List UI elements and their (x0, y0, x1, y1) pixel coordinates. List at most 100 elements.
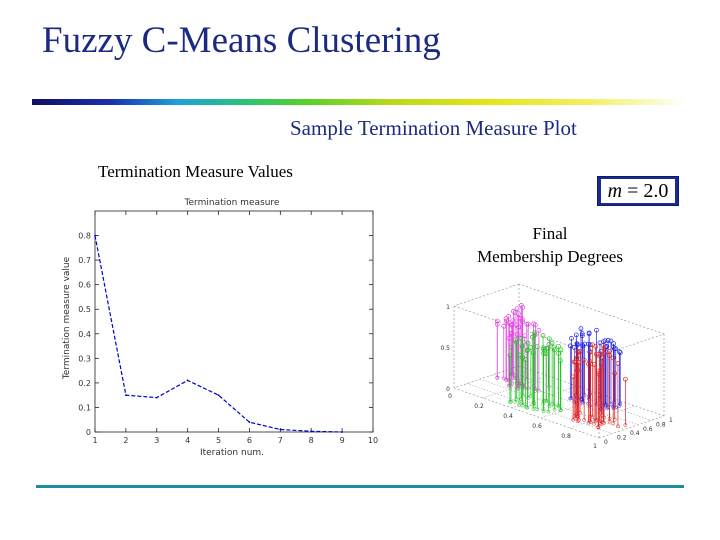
membership-point (544, 346, 549, 351)
data-point (248, 421, 251, 424)
membership-point (532, 330, 537, 336)
membership-point (532, 332, 538, 338)
membership-point (514, 339, 519, 345)
z-tick-label: 0 (446, 386, 450, 393)
membership-point (524, 348, 530, 354)
data-point (341, 431, 344, 433)
floor-grid (511, 385, 578, 409)
membership-point (508, 331, 514, 336)
membership-point (613, 346, 619, 351)
plot3d-stems (494, 303, 628, 430)
membership-point (605, 338, 611, 343)
chart-title: Termination measure (184, 198, 280, 208)
floor-edge (453, 365, 520, 389)
membership-point (608, 338, 614, 344)
x-tick-label: 5 (216, 436, 221, 445)
membership-point (514, 322, 520, 328)
membership-base (559, 408, 563, 412)
membership-point (556, 343, 561, 349)
membership-point (503, 316, 509, 321)
membership-base (596, 424, 600, 429)
membership-point (599, 360, 604, 366)
x-tick-label: 2 (123, 436, 128, 445)
membership-point (571, 345, 577, 350)
y-tick-label: 0.8 (656, 421, 666, 428)
termination-line-chart: 1 2 3 4 5 6 7 8 9 10 0 0.1 0.2 0.3 0.4 0.5 0.6 0.7 0.8 Ter… (46, 190, 411, 458)
bottom-rule (36, 485, 684, 488)
x-tick-label: 0.8 (561, 433, 571, 440)
y-tick-label: 1 (669, 417, 673, 424)
membership-point (573, 332, 579, 338)
membership-point (575, 349, 581, 355)
membership-point (524, 321, 530, 327)
membership-point (579, 331, 585, 336)
membership-base (546, 409, 551, 414)
membership-point (540, 333, 546, 338)
x-tick-label: 0 (448, 393, 452, 400)
membership-point (567, 343, 573, 349)
membership-point (610, 355, 616, 361)
plot3d-background (426, 278, 676, 460)
membership-point (581, 357, 587, 363)
membership-base (509, 371, 514, 376)
top-edge (453, 283, 520, 307)
membership-base (611, 421, 616, 425)
membership-base (544, 398, 548, 403)
membership-base (495, 375, 500, 380)
membership-point (588, 361, 594, 367)
floor-grid (540, 395, 607, 419)
membership-base (541, 407, 546, 411)
z-tick-label: 1 (446, 304, 450, 311)
termination-series-line (94, 235, 343, 433)
membership-base (572, 414, 577, 419)
membership-point (530, 350, 536, 356)
slide-subtitle: Sample Termination Measure Plot (290, 116, 577, 140)
membership-point (623, 376, 628, 382)
membership-base (501, 376, 506, 381)
membership-base (525, 405, 530, 410)
membership-base (616, 424, 620, 429)
membership-point (512, 310, 518, 315)
membership-point (514, 306, 520, 312)
x-tick-label: 6 (247, 436, 252, 445)
membership-point (601, 351, 607, 356)
membership-base (509, 399, 513, 404)
membership-point (601, 346, 607, 351)
membership-point (611, 346, 617, 352)
y-tick-label: 0.4 (630, 430, 640, 437)
membership-base (573, 416, 578, 421)
membership-base (593, 419, 598, 424)
y-tick-label: 0.2 (617, 435, 627, 442)
membership-base (582, 418, 587, 422)
membership-base (516, 386, 521, 391)
membership-point (612, 371, 618, 376)
membership-base (531, 407, 536, 412)
termination-series-points (94, 234, 344, 433)
membership-base (602, 415, 606, 420)
membership-base (556, 403, 561, 408)
x-tick-label: 4 (185, 436, 190, 445)
membership-base (552, 403, 556, 408)
x-tick-label: 1 (593, 443, 597, 450)
membership-point (551, 345, 557, 350)
membership-base (510, 381, 514, 386)
membership-base (552, 407, 557, 412)
y-tick-label: 0.2 (78, 379, 91, 388)
m-parameter-box: m = 2.0 (597, 176, 679, 206)
z-tick-label: 0.5 (440, 345, 450, 352)
membership-point (504, 318, 509, 324)
chart-background (46, 190, 411, 458)
x-tick-label: 8 (309, 436, 314, 445)
y-tick-label: 0.5 (78, 305, 91, 314)
membership-base (623, 423, 628, 427)
membership-base (582, 393, 587, 397)
data-point (124, 394, 127, 397)
title-underline-gradient (32, 99, 687, 105)
m-symbol: m (607, 180, 623, 202)
membership-point (518, 315, 524, 321)
x-tick-label: 10 (368, 436, 378, 445)
membership-base (607, 419, 612, 424)
data-point (186, 379, 189, 382)
membership-point (525, 340, 531, 346)
